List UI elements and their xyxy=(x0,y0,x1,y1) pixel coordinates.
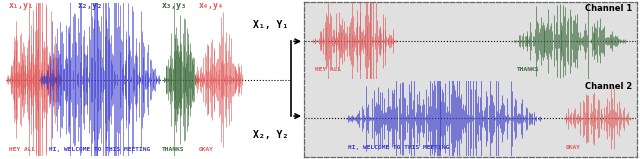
Text: x₁,y₁: x₁,y₁ xyxy=(9,1,34,10)
Text: X₁, Y₁: X₁, Y₁ xyxy=(253,21,288,30)
Text: OKAY: OKAY xyxy=(199,147,214,152)
Text: THANKS: THANKS xyxy=(516,67,539,72)
Text: x₂,y₂: x₂,y₂ xyxy=(78,1,103,10)
Text: HEY ALL: HEY ALL xyxy=(315,67,341,72)
Text: HI, WELCOME TO THIS MEETING: HI, WELCOME TO THIS MEETING xyxy=(348,145,449,150)
Text: OKAY: OKAY xyxy=(566,145,581,150)
Text: x₃,y₃: x₃,y₃ xyxy=(162,1,187,10)
Text: HI, WELCOME TO THIS MEETING: HI, WELCOME TO THIS MEETING xyxy=(49,147,150,152)
Text: x₄,y₄: x₄,y₄ xyxy=(199,1,224,10)
Text: Channel 1: Channel 1 xyxy=(585,4,632,14)
Text: THANKS: THANKS xyxy=(162,147,184,152)
Text: Channel 2: Channel 2 xyxy=(585,82,632,91)
Text: HEY ALL: HEY ALL xyxy=(9,147,35,152)
Text: X₂, Y₂: X₂, Y₂ xyxy=(253,130,288,140)
